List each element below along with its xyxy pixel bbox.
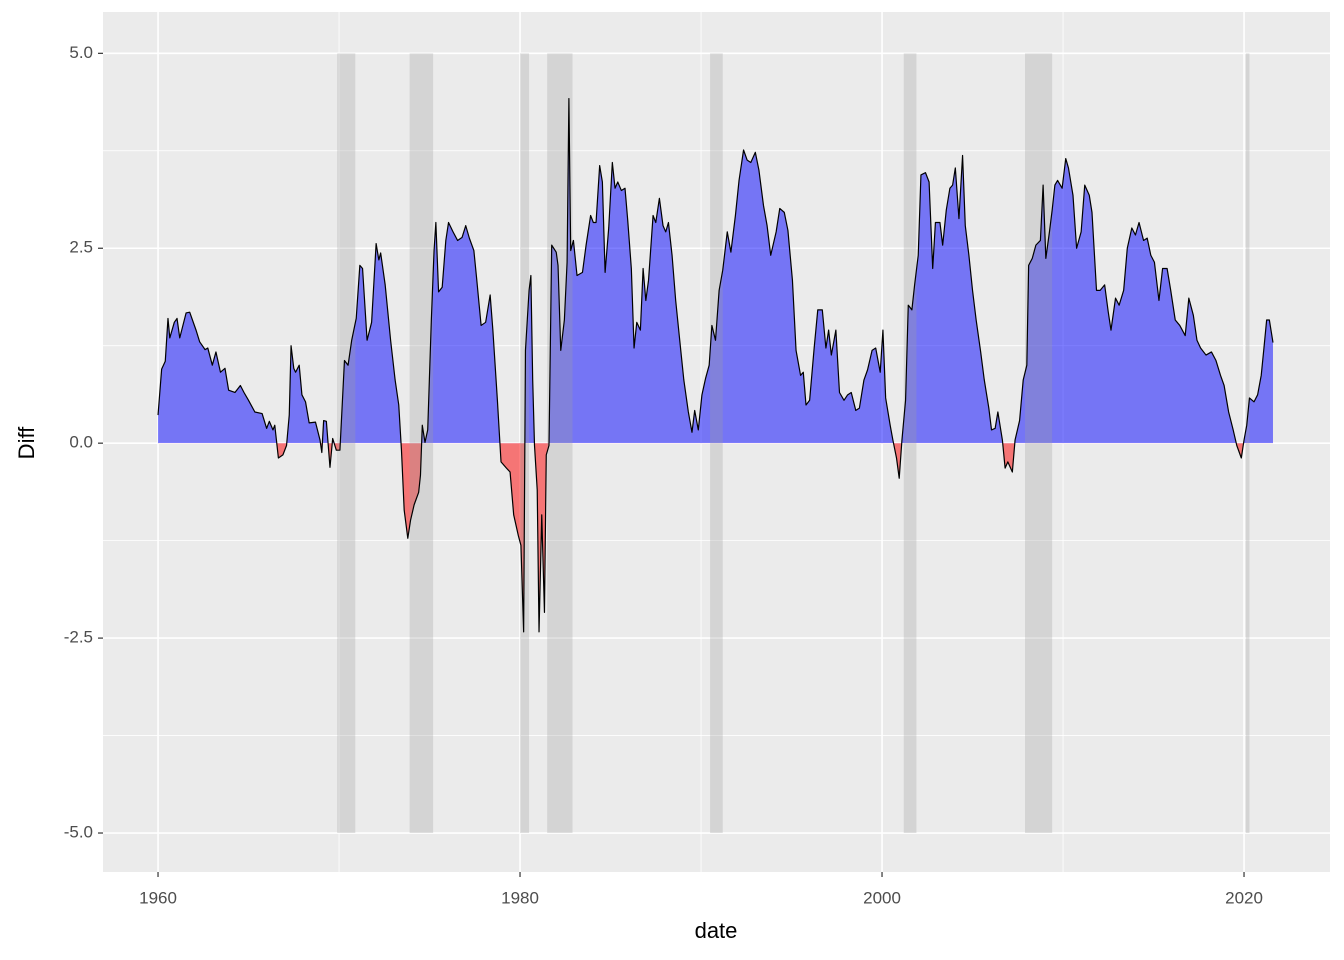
recession-band — [337, 53, 356, 834]
x-axis-title: date — [695, 918, 738, 943]
y-tick-label: 5.0 — [69, 43, 93, 62]
x-tick-label: 1980 — [501, 888, 539, 907]
recession-band — [1025, 53, 1053, 834]
y-tick-label: 2.5 — [69, 238, 93, 257]
y-tick-label: 0.0 — [69, 433, 93, 452]
recession-band — [547, 53, 573, 834]
line — [157, 97, 1274, 633]
y-tick-label: -5.0 — [64, 822, 93, 841]
y-axis-title: Diff — [14, 426, 39, 459]
x-tick-label: 1960 — [139, 888, 177, 907]
recession-band — [903, 53, 917, 834]
y-tick-label: -2.5 — [64, 628, 93, 647]
x-tick-label: 2020 — [1225, 888, 1263, 907]
area-positive — [158, 98, 1273, 444]
recession-band — [1245, 53, 1250, 834]
x-tick-label: 2000 — [863, 888, 901, 907]
recession-band — [710, 53, 723, 834]
